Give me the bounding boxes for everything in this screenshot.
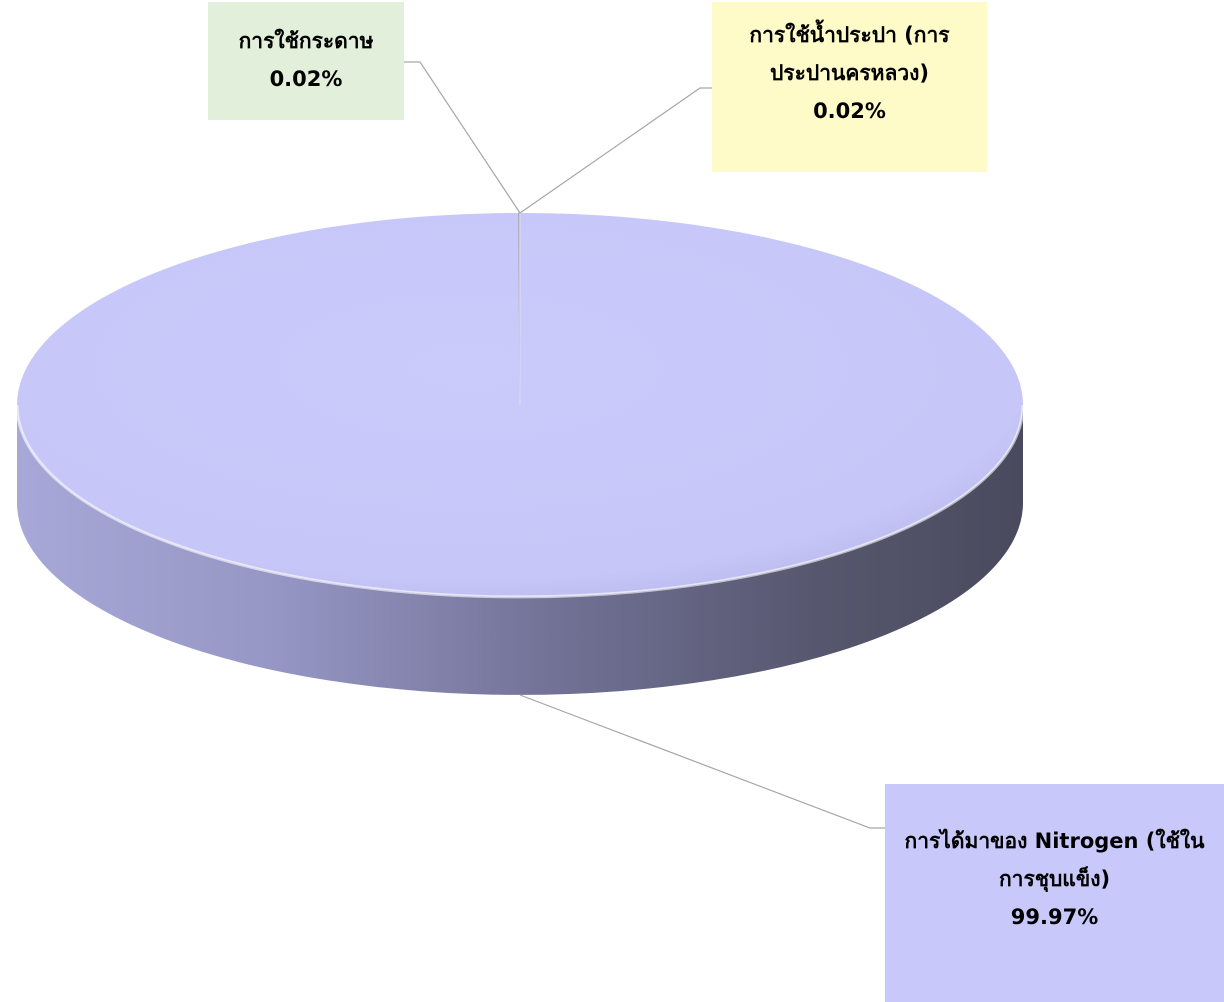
data-label-water: การใช้น้ำประปา (การประปานครหลวง) 0.02% — [712, 2, 987, 172]
pie-slices — [15, 212, 1025, 599]
data-label-water-name: การใช้น้ำประปา (การประปานครหลวง) — [749, 23, 950, 85]
data-label-paper: การใช้กระดาษ 0.02% — [208, 2, 404, 120]
leader-lines — [404, 61, 885, 829]
pie-side-face — [17, 405, 1023, 695]
leader-line-water — [519, 87, 712, 214]
data-label-nitrogen-value: 99.97% — [1010, 905, 1099, 929]
leader-line-nitrogen — [519, 694, 885, 829]
leader-line-paper — [404, 61, 521, 214]
data-label-paper-name: การใช้กระดาษ — [238, 29, 374, 53]
data-label-water-value: 0.02% — [813, 99, 886, 123]
pie-rim-highlight — [15, 404, 1025, 599]
data-label-nitrogen-name: การได้มาของ Nitrogen (ใช้ในการชุบแข็ง) — [904, 829, 1205, 891]
data-label-nitrogen: การได้มาของ Nitrogen (ใช้ในการชุบแข็ง) 9… — [885, 784, 1224, 1002]
pie-side-wall — [17, 405, 1023, 695]
data-label-paper-value: 0.02% — [269, 67, 343, 91]
